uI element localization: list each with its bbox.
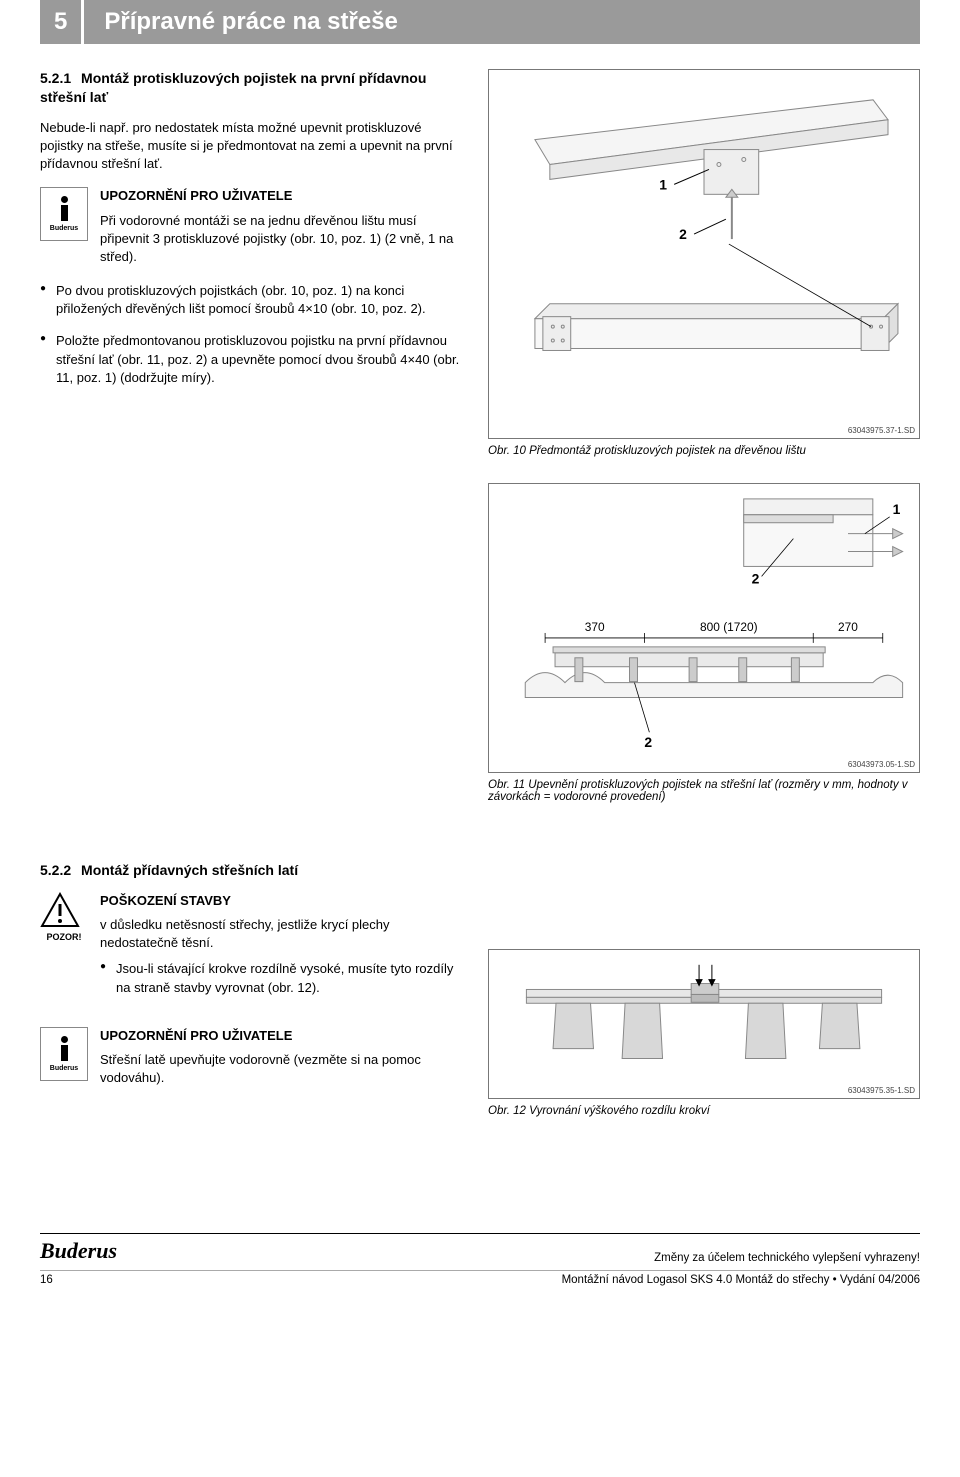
- figure-11: 2 1 370 800 (1720) 270: [488, 483, 920, 773]
- info-icon: Buderus: [40, 187, 88, 241]
- chapter-number: 5: [40, 0, 81, 44]
- chapter-header: 5 Přípravné práce na střeše: [40, 0, 920, 44]
- list-item: Po dvou protiskluzových pojistkách (obr.…: [40, 282, 460, 318]
- dimension: 800 (1720): [700, 620, 758, 634]
- figure-12: 63043975.35-1.SD: [488, 949, 920, 1099]
- list-item: Položte předmontovanou protiskluzovou po…: [40, 332, 460, 387]
- figure-12-caption: Obr. 12 Vyrovnání výškového rozdílu krok…: [488, 1105, 920, 1117]
- section-5-2-1-heading: 5.2.1 Montáž protiskluzových pojistek na…: [40, 69, 460, 107]
- figure-text: Vyrovnání výškového rozdílu krokví: [529, 1105, 710, 1117]
- callout-2: 2: [752, 570, 760, 586]
- figure-label: Obr. 10: [488, 445, 526, 457]
- user-note-2: Buderus UPOZORNĚNÍ PRO UŽIVATELE Střešní…: [40, 1027, 460, 1088]
- note-title: UPOZORNĚNÍ PRO UŽIVATELE: [100, 1027, 460, 1045]
- callout-1: 1: [659, 176, 667, 192]
- dimension: 270: [838, 620, 858, 634]
- footer-disclaimer: Změny za účelem technického vylepšení vy…: [654, 1252, 920, 1264]
- info-icon: Buderus: [40, 1027, 88, 1081]
- paragraph: Nebude-li např. pro nedostatek místa mož…: [40, 119, 460, 174]
- section-number: 5.2.1: [40, 69, 71, 88]
- figure-ref: 63043975.37-1.SD: [848, 426, 915, 435]
- figure-ref: 63043975.35-1.SD: [848, 1086, 915, 1095]
- note-body: Střešní latě upevňujte vodorovně (vezmět…: [100, 1051, 460, 1087]
- callout-bottom: 2: [644, 734, 652, 750]
- callout-2: 2: [679, 226, 687, 242]
- right-column: 1 2: [488, 69, 920, 1143]
- caution-label: POZOR!: [40, 932, 88, 942]
- caution-bullet: Jsou-li stávající krokve rozdílně vysoké…: [100, 960, 460, 996]
- left-column: 5.2.1 Montáž protiskluzových pojistek na…: [40, 69, 460, 1143]
- note-title: UPOZORNĚNÍ PRO UŽIVATELE: [100, 187, 460, 205]
- dimension: 370: [585, 620, 605, 634]
- note-body: Při vodorovné montáži se na jednu dřevěn…: [100, 212, 460, 267]
- caution-block: POZOR! POŠKOZENÍ STAVBY v důsledku netěs…: [40, 892, 460, 1011]
- user-note-1: Buderus UPOZORNĚNÍ PRO UŽIVATELE Při vod…: [40, 187, 460, 266]
- page-footer: Buderus Změny za účelem technického vyle…: [40, 1233, 920, 1286]
- section-title: Montáž přídavných střešních latí: [81, 862, 298, 878]
- note-icon-brand: Buderus: [50, 1065, 78, 1072]
- step-list: Po dvou protiskluzových pojistkách (obr.…: [40, 282, 460, 387]
- document-id: Montážní návod Logasol SKS 4.0 Montáž do…: [562, 1274, 920, 1286]
- figure-text: Upevnění protiskluzových pojistek na stř…: [488, 779, 908, 803]
- chapter-title: Přípravné práce na střeše: [84, 0, 920, 44]
- figure-text: Předmontáž protiskluzových pojistek na d…: [529, 445, 806, 457]
- caution-title: POŠKOZENÍ STAVBY: [100, 892, 460, 910]
- section-title: Montáž protiskluzových pojistek na první…: [40, 70, 426, 105]
- section-number: 5.2.2: [40, 861, 71, 880]
- warning-triangle-icon: [40, 892, 80, 928]
- section-5-2-2-heading: 5.2.2 Montáž přídavných střešních latí: [40, 861, 460, 880]
- page-number: 16: [40, 1274, 53, 1286]
- figure-10: 1 2: [488, 69, 920, 439]
- callout-1: 1: [893, 501, 901, 517]
- figure-10-caption: Obr. 10 Předmontáž protiskluzových pojis…: [488, 445, 920, 457]
- figure-label: Obr. 11: [488, 779, 525, 791]
- figure-ref: 63043973.05-1.SD: [848, 760, 915, 769]
- note-icon-brand: Buderus: [50, 225, 78, 232]
- figure-label: Obr. 12: [488, 1105, 526, 1117]
- brand-logo-text: Buderus: [40, 1238, 117, 1264]
- caution-text: v důsledku netěsností střechy, jestliže …: [100, 916, 460, 952]
- figure-11-caption: Obr. 11 Upevnění protiskluzových pojiste…: [488, 779, 920, 803]
